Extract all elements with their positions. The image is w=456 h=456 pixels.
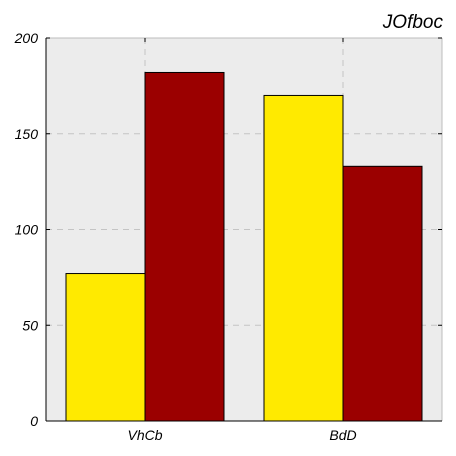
y-tick-label: 150 <box>15 126 39 142</box>
bar-series1-BdD <box>263 94 344 422</box>
y-tick-label: 0 <box>30 413 38 429</box>
y-tick-label: 50 <box>22 317 38 333</box>
bar-series1-VhCb <box>65 273 146 422</box>
y-tick-label: 100 <box>15 222 39 238</box>
chart-title: JOfboc <box>382 12 444 33</box>
x-tick-label: BdD <box>329 427 356 443</box>
y-tick-label: 200 <box>14 30 39 46</box>
x-tick-label: VhCb <box>127 427 162 443</box>
y-axis-ticks: 0 50 100 150 200 <box>14 30 442 429</box>
bar-series2-VhCb <box>144 71 225 422</box>
bar-series2-BdD <box>342 165 423 422</box>
bars <box>65 71 423 422</box>
x-axis-ticks: VhCb BdD <box>127 38 357 443</box>
